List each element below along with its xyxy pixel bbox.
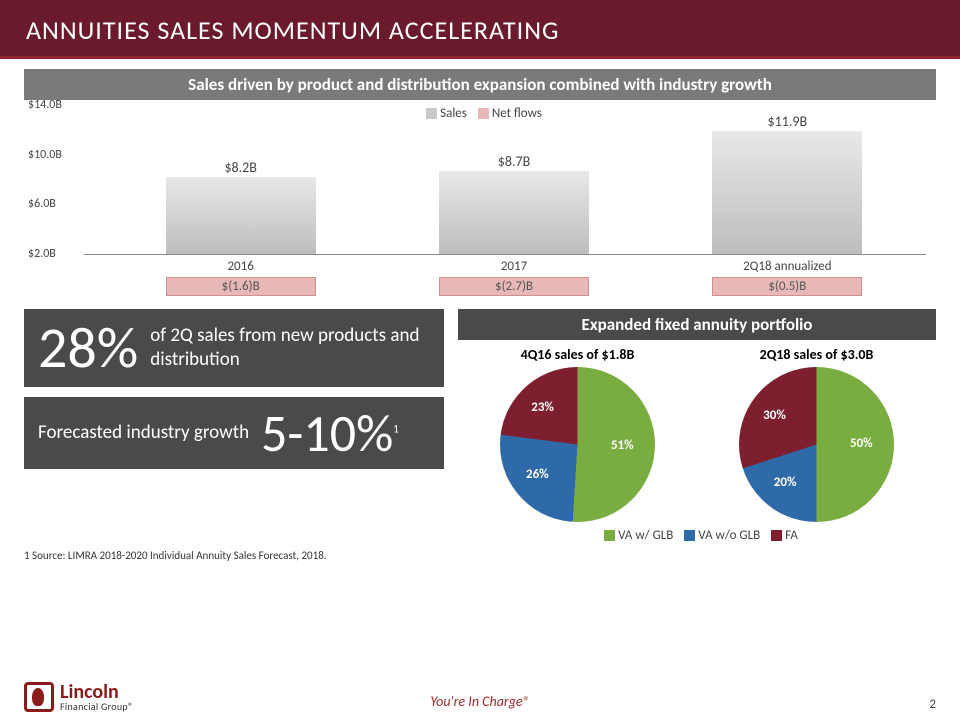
lincoln-logo: Lincoln Financial Group® — [24, 682, 133, 712]
pie-chart: 50% 20% 30% — [739, 367, 894, 522]
slide-title: ANNUITIES SALES MOMENTUM ACCELERATING — [26, 14, 559, 46]
netflow-label: $(0.5)B — [712, 277, 862, 296]
netflow-label: $(2.7)B — [439, 277, 589, 296]
bar-value-label: $8.2B — [166, 159, 316, 176]
stat-value: 5-10%1 — [261, 407, 399, 459]
sales-bar: $8.7B — [439, 171, 589, 254]
stat-new-products: 28% of 2Q sales from new products and di… — [24, 309, 444, 387]
pie-section-header: Expanded fixed annuity portfolio — [458, 309, 936, 340]
page-number: 2 — [929, 697, 936, 712]
legend-label: FA — [785, 528, 798, 543]
sales-bar: $11.9B — [712, 131, 862, 254]
pie-slice-label: 51% — [611, 438, 634, 453]
y-tick: $6.0B — [28, 197, 56, 211]
legend-swatch — [771, 530, 782, 541]
legend-label: VA w/o GLB — [698, 528, 763, 543]
y-tick: $2.0B — [28, 247, 56, 261]
bar-value-label: $11.9B — [712, 113, 862, 130]
x-category: 2017 — [439, 259, 589, 274]
legend-label: VA w/ GLB — [618, 528, 676, 543]
pie-title: 4Q16 sales of $1.8B — [500, 346, 655, 363]
footnote: 1 Source: LIMRA 2018-2020 Individual Ann… — [24, 549, 936, 562]
pie-chart: 51% 26% 23% — [500, 367, 655, 522]
pie-slice-label: 30% — [763, 408, 786, 423]
y-tick: $14.0B — [28, 98, 62, 112]
slide-header: ANNUITIES SALES MOMENTUM ACCELERATING — [0, 0, 960, 56]
stat-industry-growth: Forecasted industry growth 5-10%1 — [24, 397, 444, 469]
logo-sub: Financial Group® — [60, 702, 133, 712]
legend-swatch — [684, 530, 695, 541]
pie-slice-label: 26% — [526, 467, 549, 482]
subheading: Sales driven by product and distribution… — [24, 69, 936, 100]
x-category: 2016 — [166, 259, 316, 274]
bar-value-label: $8.7B — [439, 153, 589, 170]
stat-value: 28% — [38, 319, 138, 377]
legend-swatch — [604, 530, 615, 541]
netflow-label: $(1.6)B — [166, 277, 316, 296]
pie-slice-label: 50% — [850, 436, 873, 451]
pie-title: 2Q18 sales of $3.0B — [739, 346, 894, 363]
pie-legend: VA w/ GLB VA w/o GLB FA — [458, 528, 936, 543]
logo-name: Lincoln — [60, 682, 133, 702]
pie-column: 4Q16 sales of $1.8B 51% 26% 23% — [500, 346, 655, 522]
sales-bar-chart: $2.0B$6.0B$10.0B$14.0B$8.2B2016$(1.6)B$8… — [24, 106, 936, 301]
pie-slice-label: 20% — [774, 475, 797, 490]
pie-column: 2Q18 sales of $3.0B 50% 20% 30% — [739, 346, 894, 522]
stat-text: of 2Q sales from new products and distri… — [150, 324, 430, 372]
y-tick: $10.0B — [28, 148, 62, 162]
logo-icon — [24, 682, 54, 712]
x-category: 2Q18 annualized — [712, 259, 862, 274]
tagline: You're In Charge® — [430, 693, 529, 710]
pie-slice-label: 23% — [531, 400, 554, 415]
stat-label: Forecasted industry growth — [38, 421, 249, 445]
sales-bar: $8.2B — [166, 177, 316, 254]
